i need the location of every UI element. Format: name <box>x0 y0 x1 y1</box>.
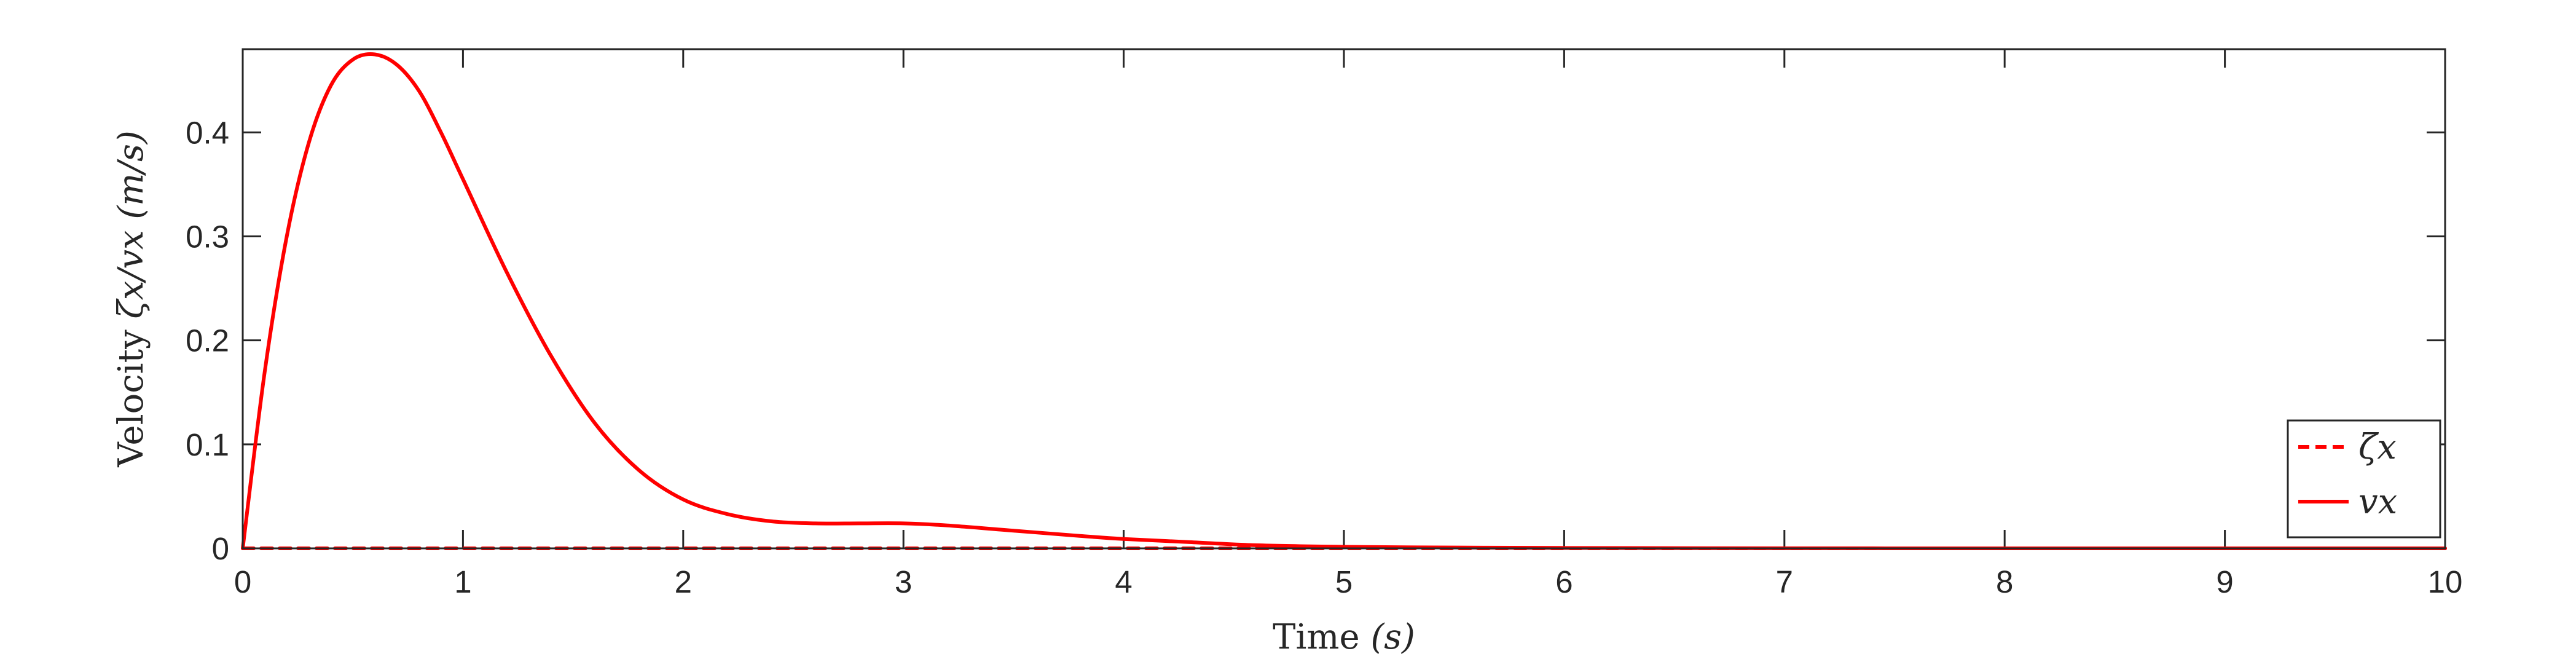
x-tick-label: 6 <box>1555 564 1573 599</box>
x-tick-label: 7 <box>1776 564 1793 599</box>
legend-label-v-x: vx <box>2358 482 2397 522</box>
tick-labels: 0 1 2 3 4 5 6 7 8 9 10 0 0.1 0.2 0.3 0.4 <box>186 115 2462 599</box>
plot-area <box>243 49 2445 548</box>
x-tick-label: 10 <box>2428 564 2463 599</box>
x-tick-label: 5 <box>1335 564 1353 599</box>
x-axis-label: Time (s) <box>1273 617 1415 657</box>
y-axis-label-prefix: Velocity <box>111 318 151 467</box>
x-tick-label: 2 <box>675 564 692 599</box>
x-tick-label: 8 <box>1996 564 2013 599</box>
y-tick-label: 0.4 <box>186 115 229 150</box>
legend: ζx vx <box>2287 419 2441 539</box>
y-tick-label: 0.3 <box>186 219 229 255</box>
legend-box <box>2287 419 2441 539</box>
x-tick-label: 3 <box>895 564 912 599</box>
y-tick-label: 0 <box>212 531 229 566</box>
x-tick-label: 4 <box>1115 564 1132 599</box>
y-tick-label: 0.1 <box>186 427 229 462</box>
plot-box <box>242 48 2446 550</box>
x-axis-label-prefix: Time <box>1273 617 1370 657</box>
legend-label-zeta-x: ζx <box>2358 427 2397 467</box>
y-tick-label: 0.2 <box>186 323 229 358</box>
y-axis-label-math: ζx/vx (m/s) <box>111 130 151 318</box>
y-axis-label: Velocity ζx/vx (m/s) <box>111 130 151 468</box>
x-tick-label: 0 <box>234 564 251 599</box>
x-tick-label: 1 <box>454 564 471 599</box>
x-tick-label: 9 <box>2216 564 2233 599</box>
x-axis-label-unit: (s) <box>1370 617 1415 657</box>
